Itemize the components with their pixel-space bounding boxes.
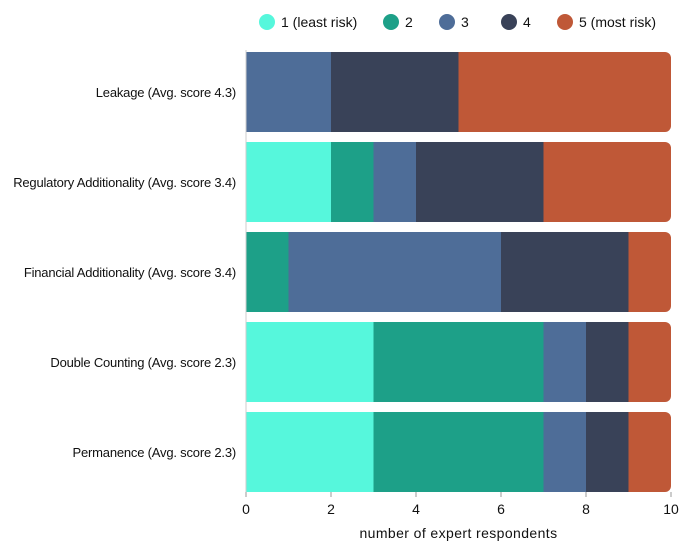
x-tick-label: 2	[327, 501, 335, 517]
bar-segment	[331, 142, 374, 222]
bar-segment	[586, 412, 629, 492]
bar-row	[246, 232, 671, 312]
category-labels: Leakage (Avg. score 4.3) Regulatory Addit…	[13, 85, 236, 460]
bar-segment	[246, 142, 331, 222]
legend-item: 5 (most risk)	[557, 14, 656, 30]
legend-item: 1 (least risk)	[259, 14, 357, 30]
x-tick-label: 6	[497, 501, 505, 517]
x-tick-label: 10	[663, 501, 679, 517]
bar-segment	[543, 142, 671, 222]
x-axis: 0 2 4 6 8 10	[242, 50, 679, 517]
bar-row	[246, 412, 671, 492]
legend-swatch	[439, 14, 455, 30]
bars-group	[246, 52, 671, 492]
x-tick-label: 8	[582, 501, 590, 517]
bar-segment	[628, 412, 671, 492]
bar-segment	[331, 52, 459, 132]
legend-swatch	[259, 14, 275, 30]
bar-segment	[246, 52, 331, 132]
bar-segment	[543, 322, 586, 402]
bar-row	[246, 52, 671, 132]
bar-segment	[373, 412, 544, 492]
bar-segment	[586, 322, 629, 402]
category-label: Leakage (Avg. score 4.3)	[96, 85, 236, 100]
bar-segment	[373, 142, 416, 222]
category-label: Financial Additionality (Avg. score 3.4)	[24, 265, 236, 280]
bar-segment	[246, 322, 374, 402]
bar-segment	[373, 322, 544, 402]
x-axis-title: number of expert respondents	[360, 525, 558, 541]
legend-swatch	[383, 14, 399, 30]
category-label: Double Counting (Avg. score 2.3)	[50, 355, 236, 370]
bar-segment	[458, 52, 671, 132]
bar-segment	[501, 232, 629, 312]
bar-segment	[628, 232, 671, 312]
legend-item: 4	[501, 14, 531, 30]
category-label: Permanence (Avg. score 2.3)	[73, 445, 236, 460]
bar-row	[246, 322, 671, 402]
legend-label: 2	[405, 14, 413, 30]
legend-label: 4	[523, 14, 531, 30]
x-tick-label: 0	[242, 501, 250, 517]
category-label: Regulatory Additionality (Avg. score 3.4…	[13, 175, 236, 190]
bar-segment	[628, 322, 671, 402]
x-tick-label: 4	[412, 501, 420, 517]
legend-swatch	[501, 14, 517, 30]
bar-segment	[288, 232, 501, 312]
legend-label: 1 (least risk)	[281, 14, 357, 30]
bar-segment	[246, 412, 374, 492]
legend-label: 3	[461, 14, 469, 30]
bar-segment	[246, 232, 289, 312]
legend-item: 2	[383, 14, 413, 30]
legend: 1 (least risk) 2 3 4 5 (most risk)	[259, 14, 656, 30]
legend-swatch	[557, 14, 573, 30]
legend-item: 3	[439, 14, 469, 30]
legend-label: 5 (most risk)	[579, 14, 656, 30]
bar-row	[246, 142, 671, 222]
bar-segment	[416, 142, 544, 222]
bar-segment	[543, 412, 586, 492]
